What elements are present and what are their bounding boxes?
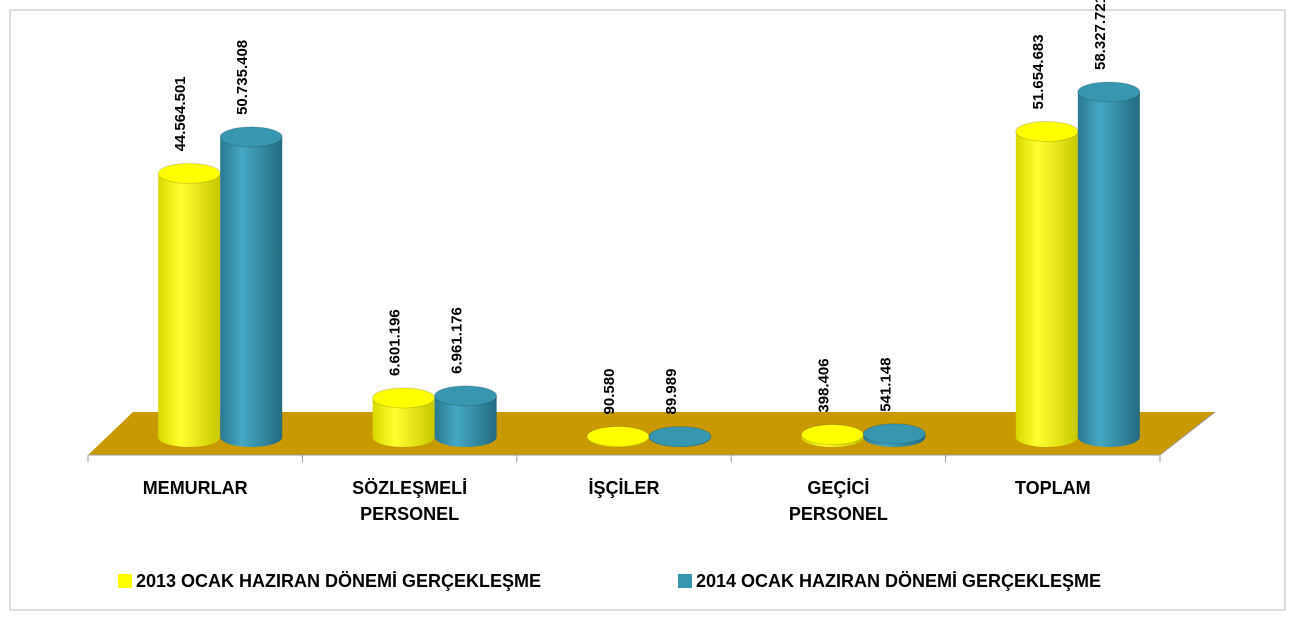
x-tick-label: İŞÇİLER [588, 478, 660, 498]
legend-item: 2013 OCAK HAZIRAN DÖNEMİ GERÇEKLEŞME [118, 570, 541, 592]
value-label: 90.580 [601, 369, 618, 415]
cylinder-body [1077, 92, 1140, 437]
value-label: 541.148 [877, 358, 894, 412]
value-label: 50.735.408 [234, 40, 251, 115]
x-tick-label: GEÇİCİ PERSONEL [788, 478, 888, 524]
cylinder-body [1015, 131, 1078, 438]
cylinder [800, 424, 864, 447]
value-label: 6.601.196 [387, 309, 404, 376]
legend-label: 2014 OCAK HAZIRAN DÖNEMİ GERÇEKLEŞME [696, 571, 1102, 591]
cylinder-top [800, 424, 864, 446]
x-tick-label: TOPLAM [1014, 478, 1091, 498]
cylinder-body [220, 136, 283, 438]
x-tick-label: SÖZLEŞMELİ PERSONEL [352, 478, 468, 524]
cylinder-top [157, 162, 221, 184]
cylinder [434, 385, 498, 447]
x-tick-label: MEMURLAR [142, 478, 248, 498]
cylinder-top [862, 423, 926, 445]
floor-edge [1159, 411, 1216, 456]
value-label: 44.564.501 [172, 76, 189, 151]
legend-swatch [118, 574, 132, 588]
value-label: 398.406 [815, 358, 832, 412]
value-label: 6.961.176 [449, 307, 466, 374]
legend-item: 2014 OCAK HAZIRAN DÖNEMİ GERÇEKLEŞME [678, 570, 1101, 592]
cylinder-top [219, 126, 283, 148]
frame [9, 9, 1286, 611]
legend-label: 2013 OCAK HAZIRAN DÖNEMİ GERÇEKLEŞME [136, 571, 542, 591]
cylinder [157, 162, 221, 447]
cylinder [1015, 120, 1079, 447]
cylinder-body [158, 173, 221, 437]
cylinder-top [648, 425, 712, 447]
cylinder-top [1015, 120, 1079, 142]
value-label: 89.989 [663, 369, 680, 415]
cylinder-top [372, 387, 436, 409]
cylinder [862, 423, 926, 447]
cylinder [372, 387, 436, 447]
legend-swatch [678, 574, 692, 588]
cylinder [586, 425, 650, 447]
value-label: 58.327.721 [1092, 0, 1109, 70]
cylinder [648, 425, 712, 447]
value-label: 51.654.683 [1030, 34, 1047, 109]
cylinder [1077, 81, 1141, 447]
cylinder-top [434, 385, 498, 407]
cylinder [219, 126, 283, 447]
cylinder-top [1077, 81, 1141, 103]
cylinder-top [586, 425, 650, 447]
